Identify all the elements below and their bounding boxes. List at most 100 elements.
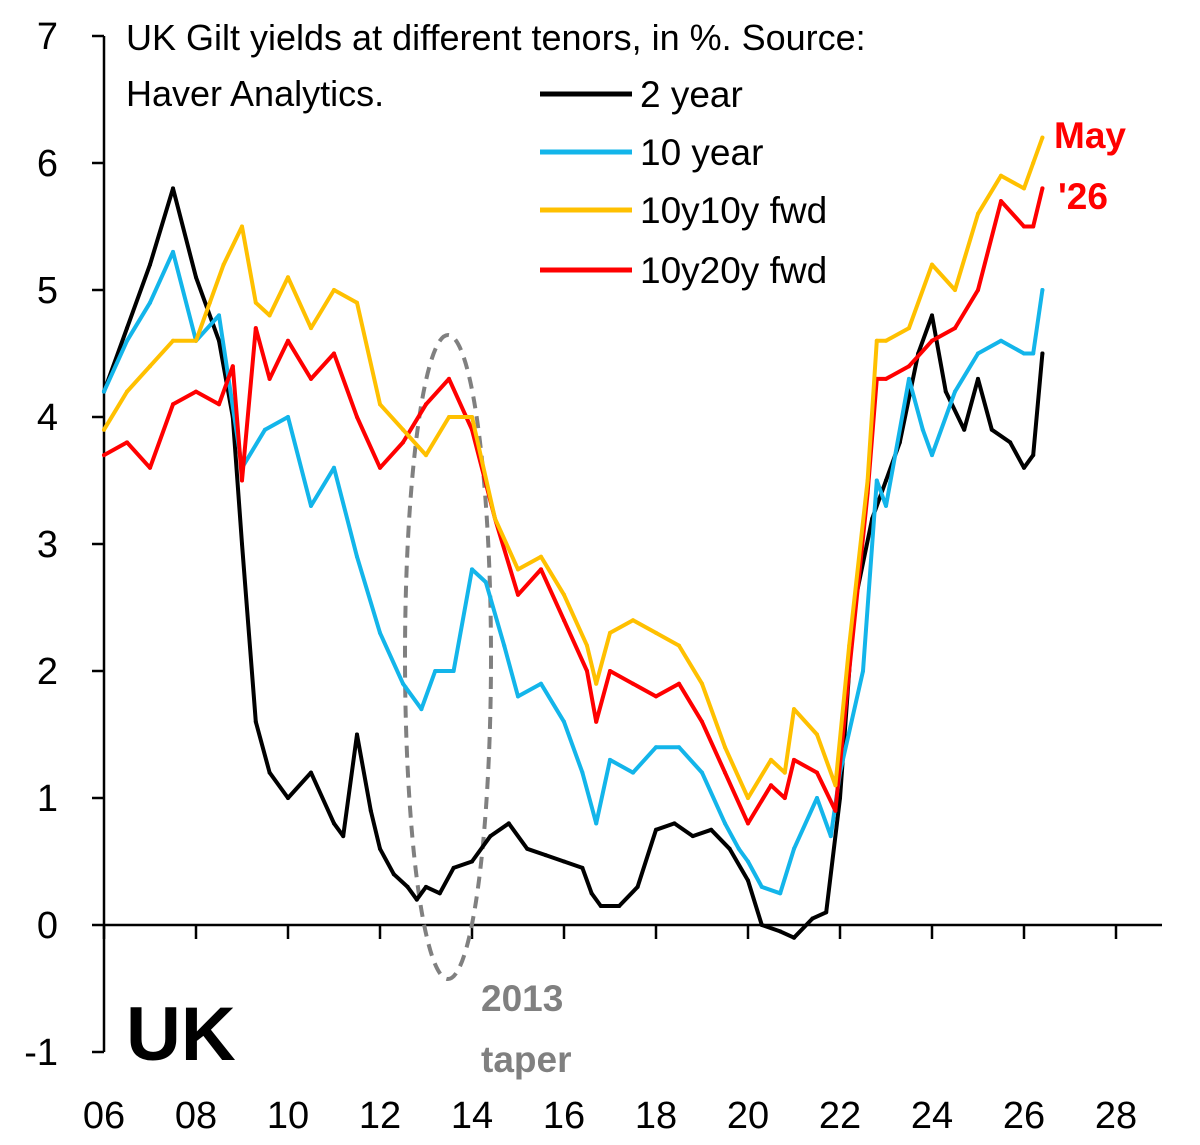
data-point-10-year <box>654 745 658 750</box>
series-10y20y-fwd <box>102 186 1045 826</box>
data-point-10y10y-fwd <box>401 427 405 432</box>
data-point-10y10y-fwd <box>378 402 382 407</box>
data-point-10y20y-fwd <box>654 694 658 699</box>
data-point-10y20y-fwd <box>999 199 1003 204</box>
data-point-10y20y-fwd <box>815 770 819 775</box>
data-point-2-year <box>378 846 382 851</box>
data-point-10y20y-fwd <box>585 669 589 673</box>
data-point-10y20y-fwd <box>516 592 520 597</box>
data-point-10y20y-fwd <box>953 326 957 331</box>
data-point-10y20y-fwd <box>332 351 336 356</box>
x-tick-label: 08 <box>175 1095 217 1137</box>
data-point-2-year <box>562 859 566 864</box>
data-point-10y20y-fwd <box>447 376 451 381</box>
data-point-10y10y-fwd <box>833 783 838 788</box>
data-point-10y10y-fwd <box>976 211 980 216</box>
data-point-10y10y-fwd <box>562 592 566 597</box>
data-point-10-year <box>677 745 681 750</box>
data-point-2-year <box>709 827 714 832</box>
series-line-10y20y-fwd <box>102 186 1045 826</box>
y-tick-label: -1 <box>24 1032 58 1074</box>
data-point-10y10y-fwd <box>930 262 934 267</box>
data-point-10-year <box>562 719 566 724</box>
data-point-10-year <box>815 796 819 800</box>
data-point-2-year <box>1022 465 1026 470</box>
data-point-2-year <box>286 796 290 800</box>
data-point-10y20y-fwd <box>378 465 382 470</box>
series-10-year <box>102 249 1045 896</box>
data-point-10-year <box>920 427 925 432</box>
data-point-2-year <box>672 821 677 826</box>
data-point-2-year <box>332 821 336 826</box>
data-point-10y10y-fwd <box>723 745 727 750</box>
data-point-10-year <box>594 821 599 826</box>
data-point-10-year <box>828 834 833 839</box>
legend-item-10y10y-fwd: 10y10y fwd <box>540 190 827 231</box>
data-point-10y20y-fwd <box>253 326 258 331</box>
data-point-10-year <box>723 821 727 826</box>
data-point-2-year <box>746 878 750 883</box>
legend-label-2-year: 2 year <box>640 74 743 115</box>
data-point-2-year <box>368 808 373 813</box>
data-point-10y10y-fwd <box>782 770 787 775</box>
data-point-10y10y-fwd <box>332 288 336 292</box>
data-point-10y10y-fwd <box>585 643 589 648</box>
data-point-10-year <box>355 554 359 559</box>
data-point-10y10y-fwd <box>221 262 226 267</box>
data-point-10-year <box>930 453 934 458</box>
data-point-10y20y-fwd <box>194 389 198 394</box>
data-point-10-year <box>171 249 175 254</box>
data-point-10-year <box>286 415 290 419</box>
data-point-2-year <box>617 904 622 908</box>
data-point-10y20y-fwd <box>930 338 934 343</box>
series-10y10y-fwd <box>102 135 1045 800</box>
y-tick-label: 5 <box>37 270 58 312</box>
data-point-10y20y-fwd <box>792 757 796 762</box>
data-point-10-year <box>792 846 796 851</box>
y-tick-label: 0 <box>37 905 58 947</box>
x-tick-label: 06 <box>83 1095 125 1137</box>
data-point-10y20y-fwd <box>562 618 566 623</box>
x-tick-label: 26 <box>1003 1095 1045 1137</box>
data-point-10y10y-fwd <box>253 300 258 305</box>
axes <box>102 36 1162 1052</box>
data-point-10y10y-fwd <box>1031 161 1036 165</box>
data-point-10y10y-fwd <box>493 516 497 521</box>
data-point-2-year <box>488 834 493 839</box>
data-point-10y10y-fwd <box>700 681 704 686</box>
data-point-10-year <box>502 643 507 648</box>
data-point-10-year <box>539 681 543 686</box>
data-point-2-year <box>217 338 221 343</box>
data-point-10-year <box>1040 288 1045 292</box>
data-point-2-year <box>240 542 244 546</box>
data-point-10y20y-fwd <box>594 719 599 724</box>
data-point-10y20y-fwd <box>976 288 980 292</box>
data-point-2-year <box>690 834 695 839</box>
data-point-10y10y-fwd <box>769 757 773 762</box>
data-point-10-year <box>309 503 313 508</box>
data-point-2-year <box>976 376 980 381</box>
data-point-2-year <box>414 897 419 902</box>
y-tick-label: 3 <box>37 524 58 566</box>
data-point-10-year <box>401 681 405 686</box>
data-point-10y10y-fwd <box>654 630 658 635</box>
data-point-10y10y-fwd <box>874 338 879 343</box>
x-tick-label: 12 <box>359 1095 401 1137</box>
data-point-10-year <box>1022 351 1026 356</box>
data-point-10-year <box>861 669 865 673</box>
data-point-2-year <box>930 313 934 318</box>
series-2-year <box>102 186 1045 940</box>
data-point-10-year <box>999 338 1003 343</box>
data-point-10y20y-fwd <box>723 770 727 775</box>
data-point-10-year <box>217 313 221 318</box>
data-point-10y10y-fwd <box>125 389 129 394</box>
data-point-2-year <box>635 884 640 889</box>
legend-item-10y20y-fwd: 10y20y fwd <box>540 250 827 291</box>
data-point-10-year <box>608 757 612 762</box>
data-point-10y20y-fwd <box>700 719 704 724</box>
legend: 2 year 10 year 10y10y fwd 10y20y fwd <box>540 74 827 291</box>
data-point-10y20y-fwd <box>539 567 543 572</box>
data-point-10y10y-fwd <box>953 288 957 292</box>
y-ticks: -1 0 1 2 3 4 5 6 7 <box>24 16 104 1074</box>
